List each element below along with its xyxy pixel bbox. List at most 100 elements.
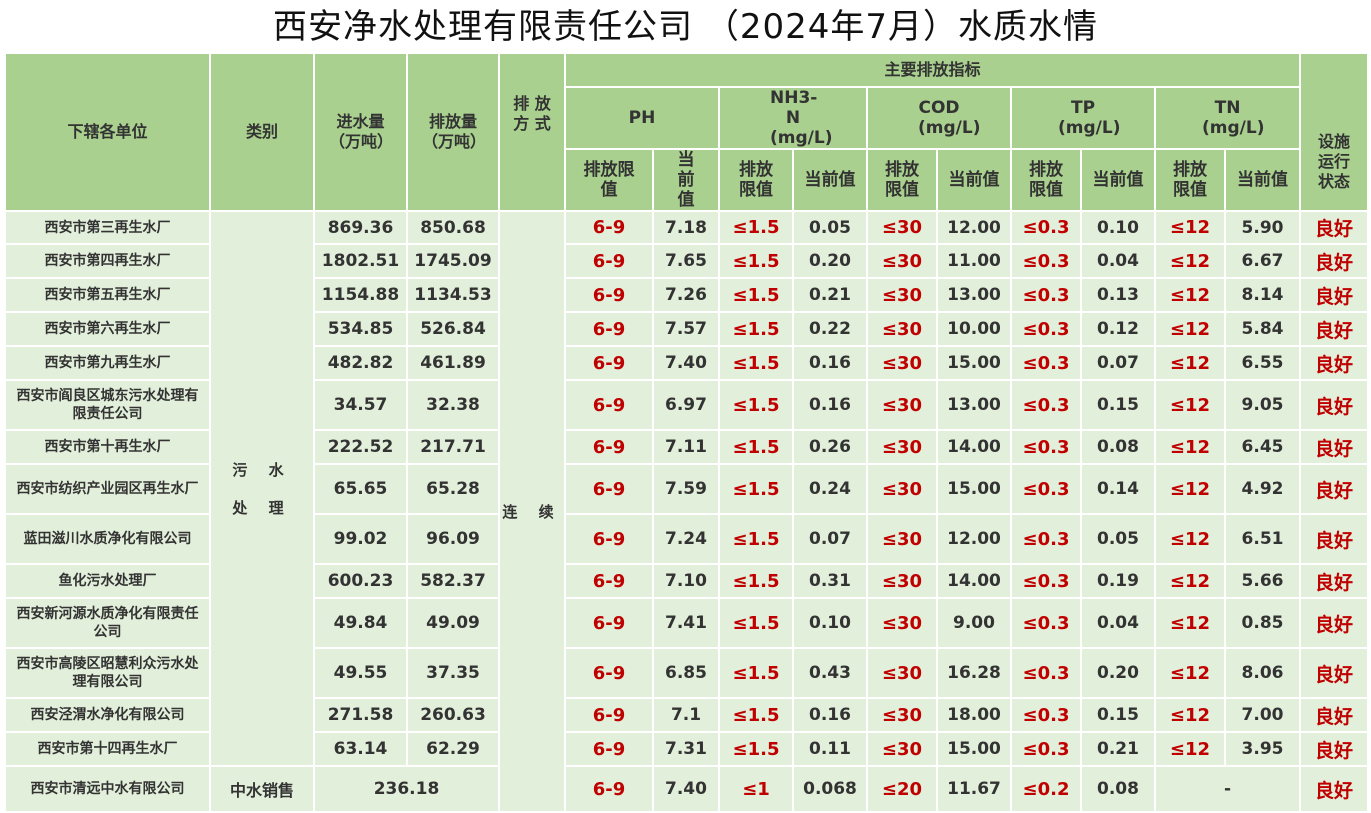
ph-limit-cell: 6-9 xyxy=(564,697,654,733)
cod-limit-cell: ≤30 xyxy=(866,277,938,313)
ph-limit-cell: 6-9 xyxy=(564,563,654,599)
unit-name-cell: 西安市第三再生水厂 xyxy=(4,210,211,245)
table-row: 西安新河源水质净化有限责任公司 49.84 49.09 6-9 7.41 ≤1.5 0.10… xyxy=(4,597,1370,649)
nh3n-value-cell: 0.24 xyxy=(792,463,868,515)
status-cell: 良好 xyxy=(1299,345,1370,381)
status-cell: 良好 xyxy=(1299,429,1370,465)
tn-limit-cell: ≤12 xyxy=(1154,597,1226,649)
cod-limit-cell: ≤30 xyxy=(866,379,938,431)
cod-limit-cell: ≤30 xyxy=(866,429,938,465)
tn-value-cell: 8.06 xyxy=(1223,647,1302,699)
status-cell: 良好 xyxy=(1299,379,1370,431)
volume-cell: 236.18 xyxy=(313,765,500,813)
cod-limit-cell: ≤30 xyxy=(866,513,938,565)
nh3n-limit-cell: ≤1 xyxy=(718,765,794,813)
nh3n-limit-cell: ≤1.5 xyxy=(718,731,794,767)
nh3n-value-cell: 0.16 xyxy=(792,697,868,733)
tp-limit-cell: ≤0.3 xyxy=(1010,697,1082,733)
tp-value-cell: 0.20 xyxy=(1080,647,1156,699)
tn-value-cell: 3.95 xyxy=(1223,731,1302,767)
status-cell: 良好 xyxy=(1299,463,1370,515)
tp-limit-cell: ≤0.3 xyxy=(1010,345,1082,381)
tn-value-cell: 6.67 xyxy=(1223,243,1302,279)
table-row: 西安市第四再生水厂 1802.51 1745.09 6-9 7.65 ≤1.5 0.20 ≤3… xyxy=(4,243,1370,279)
ph-value-cell: 7.40 xyxy=(652,345,720,381)
status-cell: 良好 xyxy=(1299,277,1370,313)
ph-limit-cell: 6-9 xyxy=(564,311,654,347)
tn-value-cell: 5.84 xyxy=(1223,311,1302,347)
table-row: 西安市清远中水有限公司 中水销售 236.18 6-9 7.40 ≤1 0.068 ≤20 11… xyxy=(4,765,1370,813)
header-unit: 下辖各单位 xyxy=(4,52,211,212)
nh3n-limit-cell: ≤1.5 xyxy=(718,210,794,245)
header-nh3n: NH3-N (mg/L) xyxy=(718,86,868,150)
tp-value-cell: 0.07 xyxy=(1080,345,1156,381)
ph-value-cell: 7.18 xyxy=(652,210,720,245)
status-cell: 良好 xyxy=(1299,697,1370,733)
cod-value-cell: 15.00 xyxy=(936,731,1012,767)
unit-name-cell: 西安泾渭水净化有限公司 xyxy=(4,697,211,733)
inflow-cell: 49.84 xyxy=(313,597,408,649)
inflow-cell: 534.85 xyxy=(313,311,408,347)
ph-value-cell: 7.11 xyxy=(652,429,720,465)
status-cell: 良好 xyxy=(1299,647,1370,699)
tp-limit-cell: ≤0.3 xyxy=(1010,513,1082,565)
nh3n-value-cell: 0.21 xyxy=(792,277,868,313)
nh3n-value-cell: 0.16 xyxy=(792,345,868,381)
outflow-cell: 850.68 xyxy=(406,210,500,245)
tp-value-cell: 0.08 xyxy=(1080,765,1156,813)
header-tp: TP (mg/L) xyxy=(1010,86,1156,150)
ph-value-cell: 7.59 xyxy=(652,463,720,515)
inflow-cell: 65.65 xyxy=(313,463,408,515)
tn-limit-cell: ≤12 xyxy=(1154,429,1226,465)
tp-limit-cell: ≤0.3 xyxy=(1010,379,1082,431)
ph-value-cell: 7.26 xyxy=(652,277,720,313)
discharge-mode-cell: 连 续 xyxy=(498,210,566,813)
table-row: 西安市第十四再生水厂 63.14 62.29 6-9 7.31 ≤1.5 0.11 ≤30 15… xyxy=(4,731,1370,767)
ph-limit-cell: 6-9 xyxy=(564,731,654,767)
nh3n-limit-cell: ≤1.5 xyxy=(718,243,794,279)
ph-value-cell: 6.97 xyxy=(652,379,720,431)
cod-value-cell: 11.67 xyxy=(936,765,1012,813)
table-row: 西安市第六再生水厂 534.85 526.84 6-9 7.57 ≤1.5 0.22 ≤30 1… xyxy=(4,311,1370,347)
tp-value-cell: 0.13 xyxy=(1080,277,1156,313)
tp-limit-cell: ≤0.3 xyxy=(1010,311,1082,347)
nh3n-limit-cell: ≤1.5 xyxy=(718,277,794,313)
ph-value-cell: 7.31 xyxy=(652,731,720,767)
tn-value-cell: 7.00 xyxy=(1223,697,1302,733)
header-mode: 排 放 方 式 xyxy=(498,52,566,212)
unit-name-cell: 蓝田滋川水质净化有限公司 xyxy=(4,513,211,565)
tn-limit-cell: ≤12 xyxy=(1154,277,1226,313)
unit-name-cell: 西安市纺织产业园区再生水厂 xyxy=(4,463,211,515)
tn-value-cell: 9.05 xyxy=(1223,379,1302,431)
nh3n-value-cell: 0.05 xyxy=(792,210,868,245)
header-category: 类别 xyxy=(209,52,315,212)
inflow-cell: 1802.51 xyxy=(313,243,408,279)
ph-value-cell: 7.40 xyxy=(652,765,720,813)
header-tp-current: 当前值 xyxy=(1080,148,1156,212)
outflow-cell: 217.71 xyxy=(406,429,500,465)
tp-limit-cell: ≤0.2 xyxy=(1010,765,1082,813)
tn-limit-cell: ≤12 xyxy=(1154,647,1226,699)
table-row: 西安市阎良区城东污水处理有限责任公司 34.57 32.38 6-9 6.97 ≤1.5 0… xyxy=(4,379,1370,431)
nh3n-value-cell: 0.11 xyxy=(792,731,868,767)
ph-limit-cell: 6-9 xyxy=(564,647,654,699)
outflow-cell: 37.35 xyxy=(406,647,500,699)
inflow-cell: 99.02 xyxy=(313,513,408,565)
ph-value-cell: 7.10 xyxy=(652,563,720,599)
status-cell: 良好 xyxy=(1299,210,1370,245)
cod-value-cell: 15.00 xyxy=(936,463,1012,515)
ph-value-cell: 7.41 xyxy=(652,597,720,649)
nh3n-limit-cell: ≤1.5 xyxy=(718,345,794,381)
status-cell: 良好 xyxy=(1299,597,1370,649)
cod-value-cell: 12.00 xyxy=(936,210,1012,245)
header-outflow: 排放量（万吨） xyxy=(406,52,500,212)
category-cell: 中水销售 xyxy=(209,765,315,813)
tn-value-cell: 5.90 xyxy=(1223,210,1302,245)
tn-limit-cell: ≤12 xyxy=(1154,563,1226,599)
outflow-cell: 96.09 xyxy=(406,513,500,565)
cod-value-cell: 16.28 xyxy=(936,647,1012,699)
nh3n-limit-cell: ≤1.5 xyxy=(718,597,794,649)
ph-limit-cell: 6-9 xyxy=(564,597,654,649)
inflow-cell: 49.55 xyxy=(313,647,408,699)
table-row: 西安市纺织产业园区再生水厂 65.65 65.28 6-9 7.59 ≤1.5 0.24 ≤3… xyxy=(4,463,1370,515)
